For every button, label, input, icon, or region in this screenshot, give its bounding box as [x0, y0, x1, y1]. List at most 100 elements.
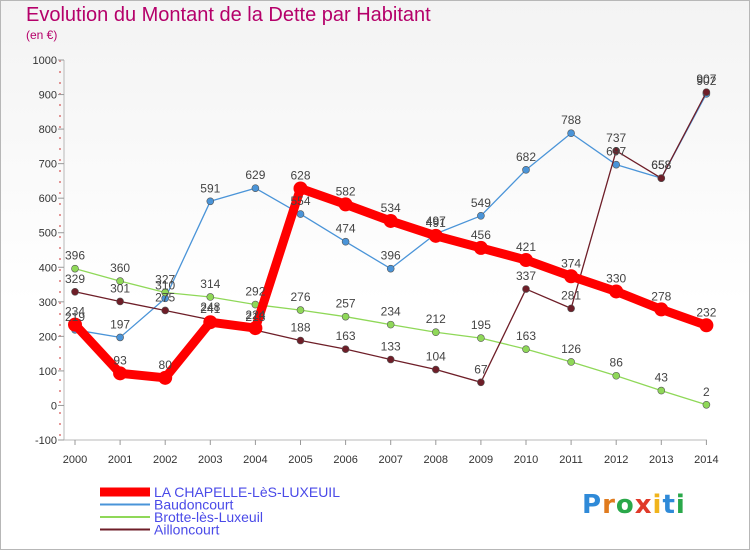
y-tick-label: 400	[39, 262, 57, 274]
series-point-2	[567, 358, 575, 366]
data-label: 902	[696, 74, 716, 88]
x-tick-label: 2014	[694, 454, 718, 466]
data-label: 534	[381, 201, 401, 215]
data-label: 80	[159, 358, 173, 372]
chart-title: Evolution du Montant de la Dette par Hab…	[26, 4, 431, 26]
data-label: 658	[651, 158, 671, 172]
x-tick-label: 2001	[108, 454, 132, 466]
data-label: 554	[290, 194, 310, 208]
data-label: 697	[606, 145, 626, 159]
logo-letter: x	[634, 490, 653, 520]
y-tick-label: 1000	[33, 55, 57, 67]
data-label: 93	[113, 353, 127, 367]
x-tick-label: 2010	[514, 454, 538, 466]
series-point-2	[477, 334, 485, 342]
series-point-1	[296, 210, 305, 218]
x-tick-label: 2008	[424, 454, 448, 466]
series-point-3	[161, 306, 169, 315]
series-point-0	[519, 253, 533, 268]
data-label: 474	[336, 222, 356, 236]
data-label: 86	[610, 356, 624, 370]
data-label: 582	[336, 184, 356, 198]
series-point-0	[428, 228, 443, 243]
data-label: 197	[110, 317, 130, 331]
series-point-0	[68, 317, 82, 332]
x-tick-label: 2013	[649, 454, 673, 466]
series-point-3	[522, 285, 530, 293]
series-point-0	[473, 240, 488, 255]
y-tick-label: 300	[39, 297, 57, 309]
series-point-2	[702, 400, 711, 409]
series-point-3	[386, 355, 395, 364]
y-tick-label: 900	[39, 90, 57, 102]
series-point-2	[386, 320, 395, 329]
data-label: 163	[516, 329, 536, 343]
series-point-0	[654, 302, 669, 317]
series-point-1	[477, 212, 485, 220]
y-tick-label: -100	[35, 435, 57, 447]
y-tick-label: 500	[39, 228, 57, 240]
series-point-2	[206, 293, 215, 301]
data-label: 276	[290, 290, 310, 304]
data-label: 327	[155, 272, 175, 286]
data-label: 314	[200, 277, 220, 291]
series-point-0	[248, 321, 263, 336]
data-label: 234	[381, 305, 401, 319]
series-point-2	[522, 345, 530, 353]
data-label: 188	[290, 321, 310, 335]
data-label: 549	[471, 196, 491, 210]
legend-label: Baudoncourt	[154, 497, 234, 513]
data-label: 658	[651, 158, 671, 172]
data-label: 248	[200, 300, 220, 314]
data-label: 43	[655, 371, 669, 385]
legend: LA CHAPELLE-LèS-LUXEUILBaudoncourtBrotte…	[100, 484, 340, 538]
series-point-0	[203, 315, 218, 330]
series-point-0	[699, 318, 714, 333]
series-point-1	[386, 264, 395, 273]
series-point-0	[564, 269, 579, 284]
data-label: 682	[516, 150, 536, 164]
logo-letter: i	[675, 490, 686, 520]
series-point-0	[113, 366, 128, 381]
x-tick-label: 2005	[288, 454, 312, 466]
series-point-2	[116, 277, 124, 285]
data-label: 628	[290, 169, 310, 183]
legend-label: LA CHAPELLE-LèS-LUXEUIL	[154, 484, 340, 500]
data-label: 491	[426, 216, 446, 230]
data-label: 218	[245, 310, 265, 324]
y-tick-label: 600	[39, 193, 57, 205]
series-point-1	[522, 166, 530, 174]
legend-label: Brotte-lès-Luxeuil	[154, 509, 263, 525]
x-tick-label: 2004	[243, 454, 267, 466]
data-label: 195	[471, 318, 491, 332]
series-point-1	[567, 129, 575, 138]
series-point-3	[567, 304, 575, 313]
series-point-3	[116, 297, 124, 306]
x-tick-label: 2002	[153, 454, 177, 466]
data-label: 337	[516, 269, 536, 283]
data-label: 907	[696, 72, 716, 86]
y-tick-label: 0	[51, 400, 57, 412]
series-point-2	[71, 264, 79, 273]
series-point-1	[251, 184, 260, 192]
x-tick-label: 2007	[378, 454, 402, 466]
y-tick-label: 200	[39, 331, 57, 343]
series-point-2	[161, 288, 169, 297]
data-label: 163	[336, 329, 356, 343]
logo-letter: o	[615, 490, 635, 520]
logo-letter: t	[662, 490, 676, 520]
axes: -100 0 100 200 300 400 500 600 700 800 900 1000 2000…	[33, 55, 719, 466]
data-label: 330	[606, 271, 626, 285]
series-point-3	[657, 174, 666, 182]
data-label: 456	[471, 228, 491, 242]
x-tick-label: 2011	[559, 454, 583, 466]
data-label: 591	[200, 181, 220, 195]
data-label: 788	[561, 113, 581, 127]
series-point-0	[158, 370, 173, 385]
x-tick-label: 2009	[469, 454, 493, 466]
series-point-2	[296, 306, 305, 314]
data-label: 104	[426, 350, 446, 364]
series-point-0	[338, 197, 353, 212]
